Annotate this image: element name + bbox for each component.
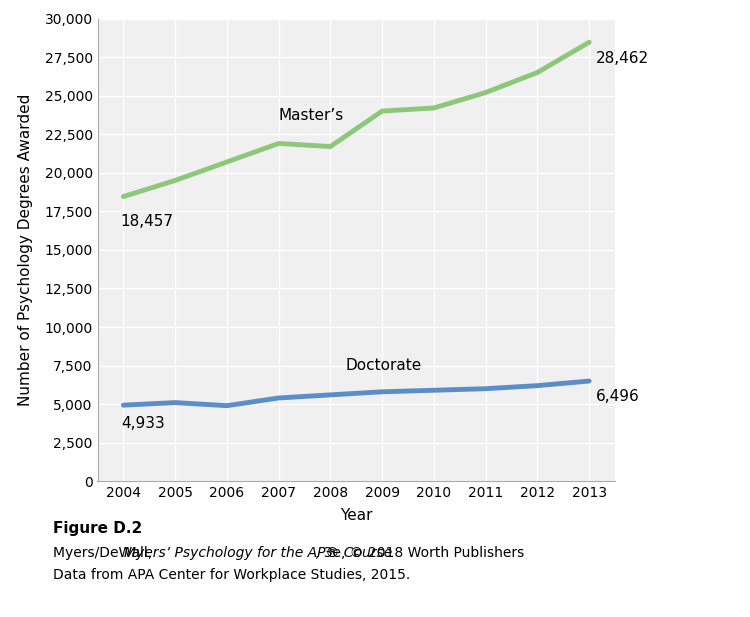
Text: Master’s: Master’s xyxy=(278,109,344,123)
Text: Data from APA Center for Workplace Studies, 2015.: Data from APA Center for Workplace Studi… xyxy=(53,568,410,582)
Text: Myers/DeWall,: Myers/DeWall, xyxy=(53,546,156,560)
Text: Figure D.2: Figure D.2 xyxy=(53,521,142,536)
Y-axis label: Number of Psychology Degrees Awarded: Number of Psychology Degrees Awarded xyxy=(18,94,33,406)
Text: Doctorate: Doctorate xyxy=(346,357,422,373)
Text: 6,496: 6,496 xyxy=(596,389,640,404)
Text: , 3e, © 2018 Worth Publishers: , 3e, © 2018 Worth Publishers xyxy=(315,546,524,560)
Text: 18,457: 18,457 xyxy=(121,213,174,228)
X-axis label: Year: Year xyxy=(340,508,373,523)
Text: 4,933: 4,933 xyxy=(121,416,164,431)
Text: Myers’ Psychology for the AP® Course: Myers’ Psychology for the AP® Course xyxy=(124,546,392,560)
Text: 28,462: 28,462 xyxy=(596,51,650,65)
